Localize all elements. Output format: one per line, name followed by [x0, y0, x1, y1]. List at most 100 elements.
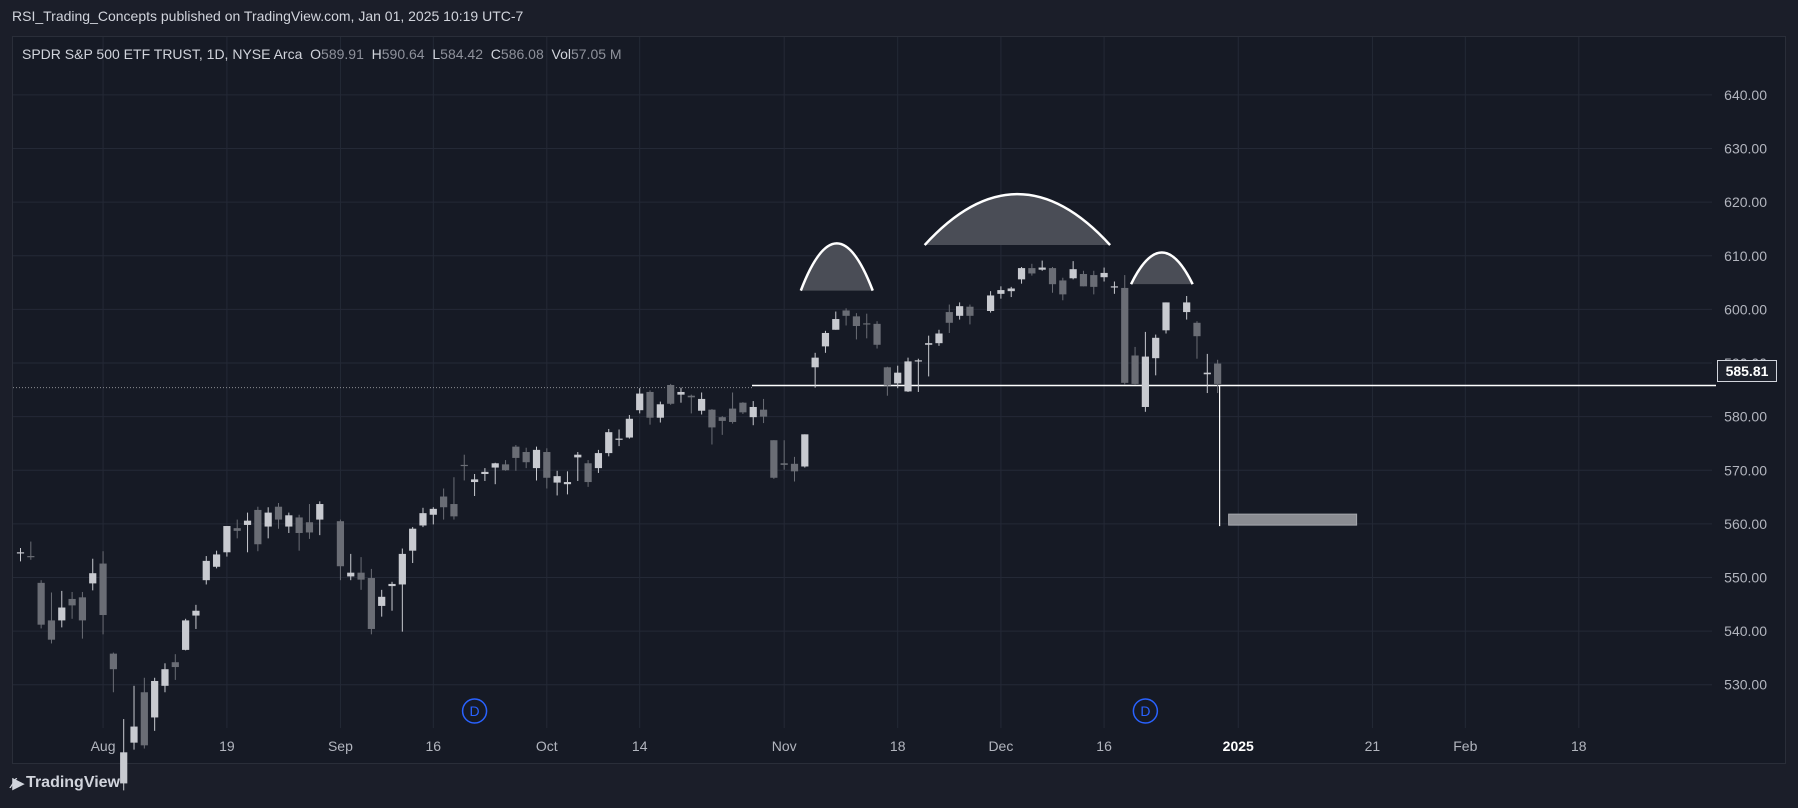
candle-body: [584, 463, 592, 483]
candle-body: [1110, 286, 1119, 288]
close-label: C: [490, 46, 501, 62]
candle-body: [336, 521, 345, 567]
candle-body: [1214, 363, 1222, 384]
candle-body: [1193, 322, 1201, 337]
candle-body: [109, 653, 117, 670]
candle-body: [811, 357, 819, 368]
open-value: 589.91: [321, 46, 364, 62]
candle-body: [409, 528, 417, 551]
candle-body: [563, 482, 572, 485]
candle-body: [1090, 275, 1098, 287]
projection-target-box: [1228, 513, 1358, 526]
dividend-marker: [461, 698, 488, 724]
candle-body: [708, 409, 716, 428]
candle-body: [863, 323, 871, 325]
dividend-marker-label: D: [470, 703, 480, 719]
candle-body: [130, 726, 138, 743]
y-tick-label: 600.00: [1724, 301, 1767, 317]
y-tick-label: 620.00: [1724, 194, 1767, 210]
candle-body: [687, 395, 695, 398]
candle-body: [378, 596, 386, 606]
symbol-description[interactable]: SPDR S&P 500 ETF TRUST, 1D, NYSE Arca: [22, 46, 303, 62]
candle-body: [1183, 302, 1191, 313]
candle-body: [295, 517, 303, 533]
candle-body: [151, 680, 159, 718]
candle-body: [491, 463, 499, 468]
candle-body: [78, 597, 87, 621]
x-tick-label: Nov: [772, 738, 797, 754]
candle-body: [966, 306, 974, 316]
candle-body: [532, 449, 541, 469]
candle-body: [512, 446, 520, 458]
candle-body: [27, 556, 35, 558]
candle-body: [997, 290, 1005, 294]
publication-header: RSI_Trading_Concepts published on Tradin…: [12, 8, 524, 24]
volume-value: 57.05 M: [570, 46, 622, 62]
candle-body: [450, 504, 458, 517]
candle-body: [790, 463, 799, 472]
candle-body: [749, 406, 757, 418]
candle-body: [367, 578, 375, 629]
y-tick-label: 570.00: [1724, 462, 1767, 478]
current-price-tag: 585.81: [1717, 360, 1777, 382]
close-value: 586.08: [500, 46, 544, 62]
candle-body: [656, 404, 664, 418]
candle-body: [770, 440, 778, 478]
chart-panel[interactable]: [12, 36, 1786, 764]
candle-body: [1059, 280, 1067, 295]
candle-body: [873, 323, 881, 345]
candle-body: [728, 408, 737, 422]
candle-body: [1007, 288, 1015, 292]
candle-body: [574, 454, 582, 458]
candle-body: [481, 471, 489, 475]
candle-body: [698, 398, 706, 411]
candle-body: [615, 438, 623, 440]
x-tick-label: 21: [1365, 738, 1381, 754]
y-tick-label: 630.00: [1724, 141, 1767, 157]
candle-body: [192, 610, 200, 616]
tradingview-logo-icon: ⁄▶: [12, 775, 24, 792]
x-tick-label: 18: [1571, 738, 1587, 754]
candle-body: [316, 504, 324, 520]
candle-body: [58, 607, 66, 621]
candle-body: [1162, 302, 1170, 331]
x-tick-label: 2025: [1223, 738, 1254, 754]
candle-body: [625, 418, 633, 438]
head-arc: [923, 192, 1112, 246]
candle-body: [914, 360, 922, 362]
candle-body: [956, 306, 964, 316]
x-tick-label: 14: [632, 738, 648, 754]
candle-body: [594, 453, 603, 469]
candle-body: [89, 573, 97, 584]
candle-body: [440, 496, 448, 508]
candle-body: [37, 582, 45, 625]
x-tick-label: Dec: [988, 738, 1013, 754]
dividend-marker-label: D: [1140, 703, 1150, 719]
candle-body: [1121, 287, 1129, 383]
candle-body: [522, 452, 530, 463]
y-tick-label: 530.00: [1724, 677, 1767, 693]
candle-body: [470, 479, 479, 483]
candle-body: [460, 464, 468, 467]
candle-body: [925, 343, 933, 345]
open-label: O: [310, 46, 322, 62]
y-tick-label: 540.00: [1724, 623, 1767, 639]
candle-body: [243, 520, 252, 525]
candle-body: [357, 572, 365, 580]
y-tick-label: 640.00: [1724, 87, 1767, 103]
candle-body: [398, 553, 406, 585]
symbol-legend: SPDR S&P 500 ETF TRUST, 1D, NYSE Arca O5…: [22, 46, 622, 62]
tradingview-logo[interactable]: ⁄▶ TradingView: [12, 774, 120, 792]
candle-body: [935, 333, 943, 344]
left-shoulder-arc: [799, 242, 874, 292]
candle-body: [842, 310, 850, 316]
x-tick-label: Feb: [1453, 738, 1477, 754]
candle-body: [821, 332, 830, 347]
tradingview-brand-text: TradingView: [26, 774, 120, 791]
right-shoulder-arc: [1129, 251, 1194, 285]
high-value: 590.64: [381, 46, 425, 62]
x-tick-label: 16: [1096, 738, 1112, 754]
candle-body: [1100, 272, 1108, 278]
candle-body: [718, 417, 726, 421]
